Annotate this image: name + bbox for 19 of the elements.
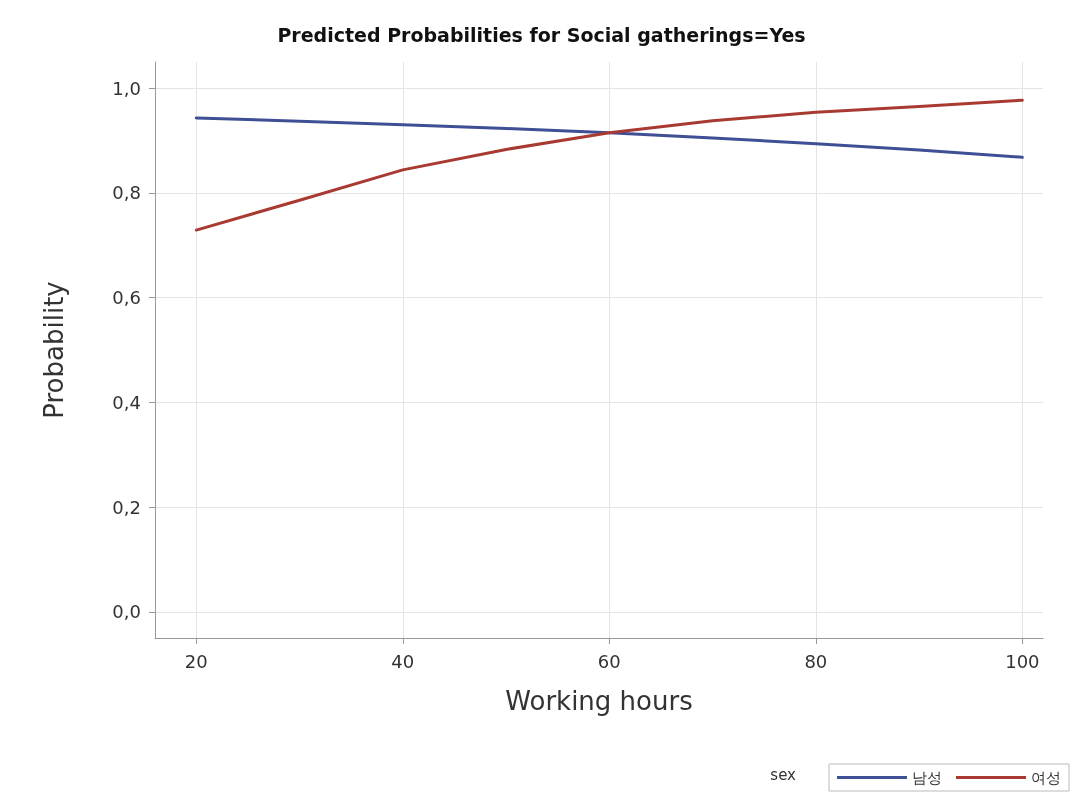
y-tick-label: 0,6 xyxy=(112,287,141,309)
x-tick-label: 20 xyxy=(184,650,208,672)
y-tick-label: 0,8 xyxy=(112,182,141,204)
y-tick-label: 0,2 xyxy=(112,496,141,518)
y-tick-label: 0,0 xyxy=(112,601,141,623)
x-axis-title: Working hours xyxy=(505,686,693,716)
y-axis-title: Probability xyxy=(39,281,69,419)
legend-label: 남성 xyxy=(912,768,942,787)
line-series xyxy=(194,116,1024,159)
y-tick-label: 1,0 xyxy=(112,77,141,99)
x-tick-label: 100 xyxy=(1005,650,1040,672)
legend-label: 여성 xyxy=(1031,768,1061,787)
line-series xyxy=(194,98,1024,232)
x-tick-label: 60 xyxy=(597,650,621,672)
x-tick-label: 40 xyxy=(391,650,415,672)
legend-title: sex xyxy=(770,765,797,784)
y-tick-label: 0,4 xyxy=(112,391,141,413)
chart-title: Predicted Probabilities for Social gatherings=Yes xyxy=(277,23,806,46)
x-tick-label: 80 xyxy=(804,650,828,672)
